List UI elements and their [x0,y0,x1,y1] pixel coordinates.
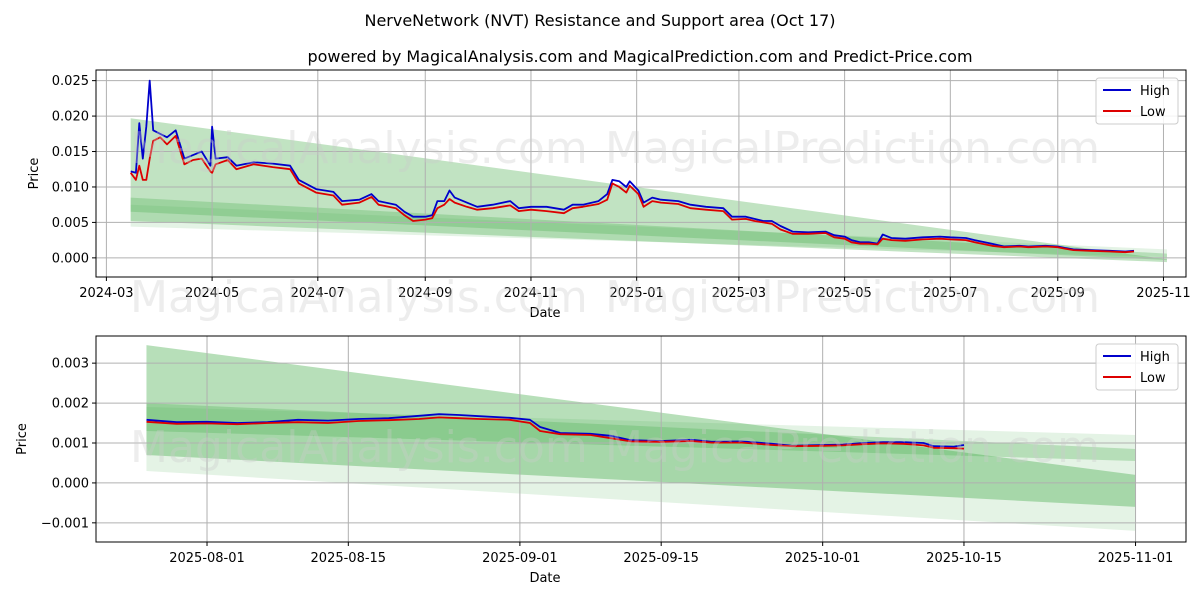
chart-title: NerveNetwork (NVT) Resistance and Suppor… [364,11,835,30]
watermark-text: MagicalAnalysis.com [130,272,588,323]
y-tick-label: 0.010 [52,180,89,195]
y-tick-label: 0.025 [52,74,89,89]
x-tick-label: 2025-03 [712,286,766,301]
x-tick-label: 2025-08-15 [311,551,387,566]
x-tick-label: 2025-08-01 [169,551,245,566]
y-tick-label: 0.000 [52,251,89,266]
x-tick-label: 2025-09-01 [482,551,558,566]
y-axis-label: Price [27,158,42,190]
x-tick-label: 2025-09-15 [623,551,699,566]
high-price-line [130,79,1135,253]
legend-label-low: Low [1140,371,1166,386]
prediction-band-3 [146,407,1136,531]
prediction-band-1 [130,118,1167,263]
chart-subtitle: powered by MagicalAnalysis.com and Magic… [307,47,972,66]
x-axis-ticks: 2025-08-01 2025-08-15 2025-09-01 2025-09-15… [169,542,1173,566]
legend-label-low: Low [1140,105,1166,120]
bottom-panel: 2025-08-01 2025-08-15 2025-09-01 2025-09-15… [15,335,1187,586]
low-price-line [146,416,965,450]
y-tick-label: −0.001 [41,516,89,531]
support-resistance-bands [130,118,1167,263]
x-tick-label: 2024-05 [185,286,239,301]
x-tick-label: 2024-11 [504,286,558,301]
x-axis-label: Date [529,571,560,586]
x-axis-ticks: 2024-03 2024-05 2024-07 2024-09 2024-11 2025-… [79,277,1191,301]
watermark-text: MagicalAnalysis.com [130,123,588,174]
prediction-band-1 [146,345,1136,507]
y-tick-label: 0.005 [52,216,89,231]
watermark-text: MagicalPrediction.com [605,272,1100,323]
prediction-band-3 [130,204,1167,258]
x-tick-label: 2025-01 [610,286,664,301]
y-axis-label: Price [15,423,30,455]
prediction-band-2 [130,197,1167,260]
x-tick-label: 2025-11 [1136,286,1190,301]
low-price-line [129,135,1135,254]
support-resistance-bands [146,345,1136,531]
legend-label-high: High [1140,350,1170,365]
watermark-text: MagicalPrediction.com [605,422,1100,473]
y-tick-label: 0.003 [52,357,89,372]
y-tick-label: 0.020 [52,110,89,125]
y-tick-label: 0.002 [52,397,89,412]
watermark-text: MagicalAnalysis.com [130,422,588,473]
x-tick-label: 2024-07 [291,286,345,301]
y-axis-ticks: 0.000 0.005 0.010 0.015 0.020 0.025 [52,74,96,266]
x-tick-label: 2025-11-01 [1098,551,1174,566]
legend-label-high: High [1140,84,1170,99]
y-tick-label: 0.001 [52,436,89,451]
top-panel: 2024-03 2024-05 2024-07 2024-09 2024-11 2025-… [27,69,1191,321]
price-series [129,79,1135,254]
x-tick-label: 2025-05 [817,286,871,301]
y-tick-label: 0.000 [52,476,89,491]
x-tick-label: 2025-10-15 [926,551,1002,566]
x-tick-label: 2024-09 [398,286,452,301]
y-tick-label: 0.015 [52,145,89,160]
price-series [146,413,965,450]
watermarks: MagicalAnalysis.com MagicalPrediction.com… [130,123,1100,473]
x-tick-label: 2025-07 [923,286,977,301]
x-axis-label: Date [529,306,560,321]
high-price-line [146,413,965,448]
grid-lines [96,336,1186,542]
legend: High Low [1095,77,1179,125]
x-tick-label: 2025-10-01 [785,551,861,566]
x-tick-label: 2024-03 [79,286,133,301]
x-tick-label: 2025-09 [1031,286,1085,301]
legend: High Low [1095,343,1179,391]
y-axis-ticks: −0.001 0.000 0.001 0.002 0.003 [41,357,96,531]
plot-frame [95,69,1187,278]
plot-frame [95,335,1187,543]
watermark-text: MagicalPrediction.com [605,123,1100,174]
